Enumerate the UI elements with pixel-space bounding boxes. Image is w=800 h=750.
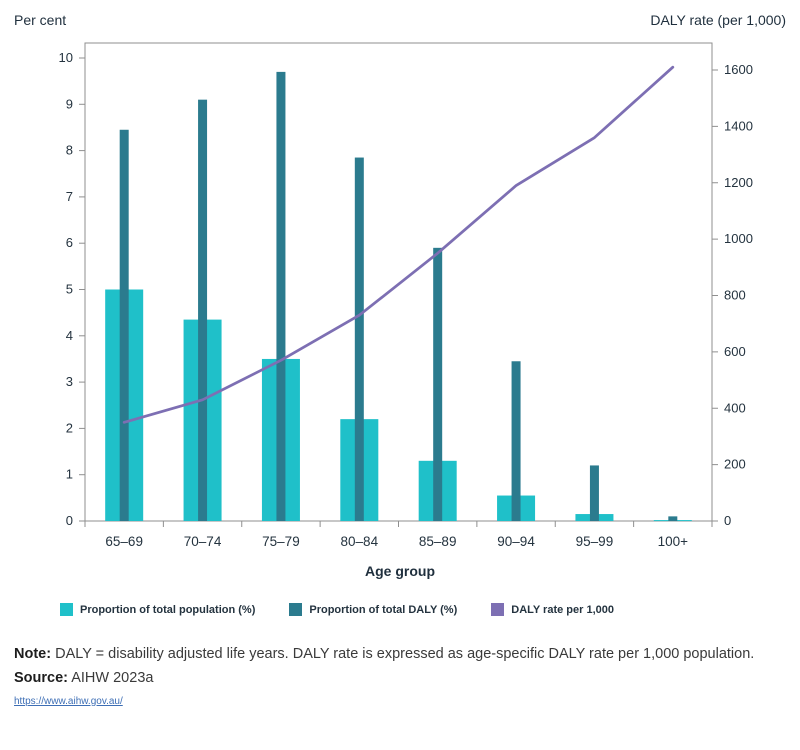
- right-tick-label: 1000: [724, 231, 753, 246]
- population-swatch: [60, 603, 73, 616]
- daly-bar: [589, 465, 599, 521]
- x-tick-label: 65–69: [105, 534, 143, 549]
- left-tick-label: 2: [66, 420, 73, 435]
- source-paragraph: Source: AIHW 2023a: [14, 668, 786, 690]
- notes-block: Note: DALY = disability adjusted life ye…: [14, 644, 786, 711]
- legend-item-population: Proportion of total population (%): [60, 603, 255, 616]
- left-tick-label: 5: [66, 282, 73, 297]
- figure-page: Per cent DALY rate (per 1,000) 0 1 2 3 4 5 6 7 8…: [14, 12, 786, 711]
- source-label: Source:: [14, 669, 68, 686]
- x-tick-label: 90–94: [497, 534, 535, 549]
- daly-bar: [119, 129, 129, 521]
- left-tick-label: 4: [66, 328, 73, 343]
- right-tick-label: 800: [724, 288, 746, 303]
- x-tick-label: 80–84: [341, 534, 379, 549]
- left-tick-label: 8: [66, 143, 73, 158]
- legend-label-population: Proportion of total population (%): [80, 603, 256, 616]
- x-tick-label: 100+: [658, 534, 689, 549]
- left-tick-label: 7: [66, 189, 73, 204]
- legend-item-daly: Proportion of total DALY (%): [289, 603, 457, 616]
- x-axis-title: Age group: [365, 563, 435, 579]
- left-tick-label: 0: [66, 513, 73, 528]
- note-label: Note:: [14, 646, 52, 662]
- right-tick-label: 0: [724, 513, 731, 528]
- right-tick-label: 1400: [724, 118, 753, 133]
- legend-item-daly-rate: DALY rate per 1,000: [491, 603, 614, 616]
- legend-label-daly-rate: DALY rate per 1,000: [511, 603, 614, 616]
- left-tick-label: 3: [66, 374, 73, 389]
- source-text: AIHW 2023a: [71, 669, 154, 686]
- daly-bar: [198, 99, 208, 522]
- left-tick-label: 10: [59, 50, 73, 65]
- x-tick-label: 75–79: [262, 534, 300, 549]
- x-tick-label: 95–99: [576, 534, 614, 549]
- daly-bar: [433, 247, 443, 521]
- source-link[interactable]: https://www.aihw.gov.au/: [14, 695, 123, 707]
- legend: Proportion of total population (%) Propo…: [60, 603, 786, 616]
- x-tick-label: 70–74: [184, 534, 222, 549]
- right-axis-title: DALY rate (per 1,000): [650, 12, 786, 28]
- daly-rate-swatch: [491, 603, 505, 616]
- combo-chart: 0 1 2 3 4 5 6 7 8 9 10 0 200 400 600 800 1000 1200 1400 160…: [59, 42, 753, 549]
- right-tick-label: 400: [724, 400, 746, 415]
- left-tick-label: 1: [66, 467, 73, 482]
- daly-bar: [668, 516, 678, 521]
- left-tick-label: 9: [66, 96, 73, 111]
- daly-rate-line: [122, 65, 675, 424]
- daly-bar: [276, 71, 286, 521]
- left-axis-title: Per cent: [14, 12, 67, 28]
- note-text: DALY = disability adjusted life years. D…: [55, 646, 755, 662]
- right-tick-label: 1600: [724, 62, 753, 77]
- daly-bar: [354, 157, 364, 522]
- daly-swatch: [289, 603, 303, 616]
- right-tick-label: 1200: [724, 175, 753, 190]
- right-tick-label: 200: [724, 457, 746, 472]
- left-tick-label: 6: [66, 235, 73, 250]
- note-paragraph: Note: DALY = disability adjusted life ye…: [14, 644, 786, 666]
- legend-label-daly: Proportion of total DALY (%): [309, 603, 458, 616]
- x-tick-label: 85–89: [419, 534, 457, 549]
- daly-bar: [511, 361, 521, 521]
- axis-titles-row: Per cent DALY rate (per 1,000): [14, 12, 786, 28]
- right-tick-label: 600: [724, 344, 746, 359]
